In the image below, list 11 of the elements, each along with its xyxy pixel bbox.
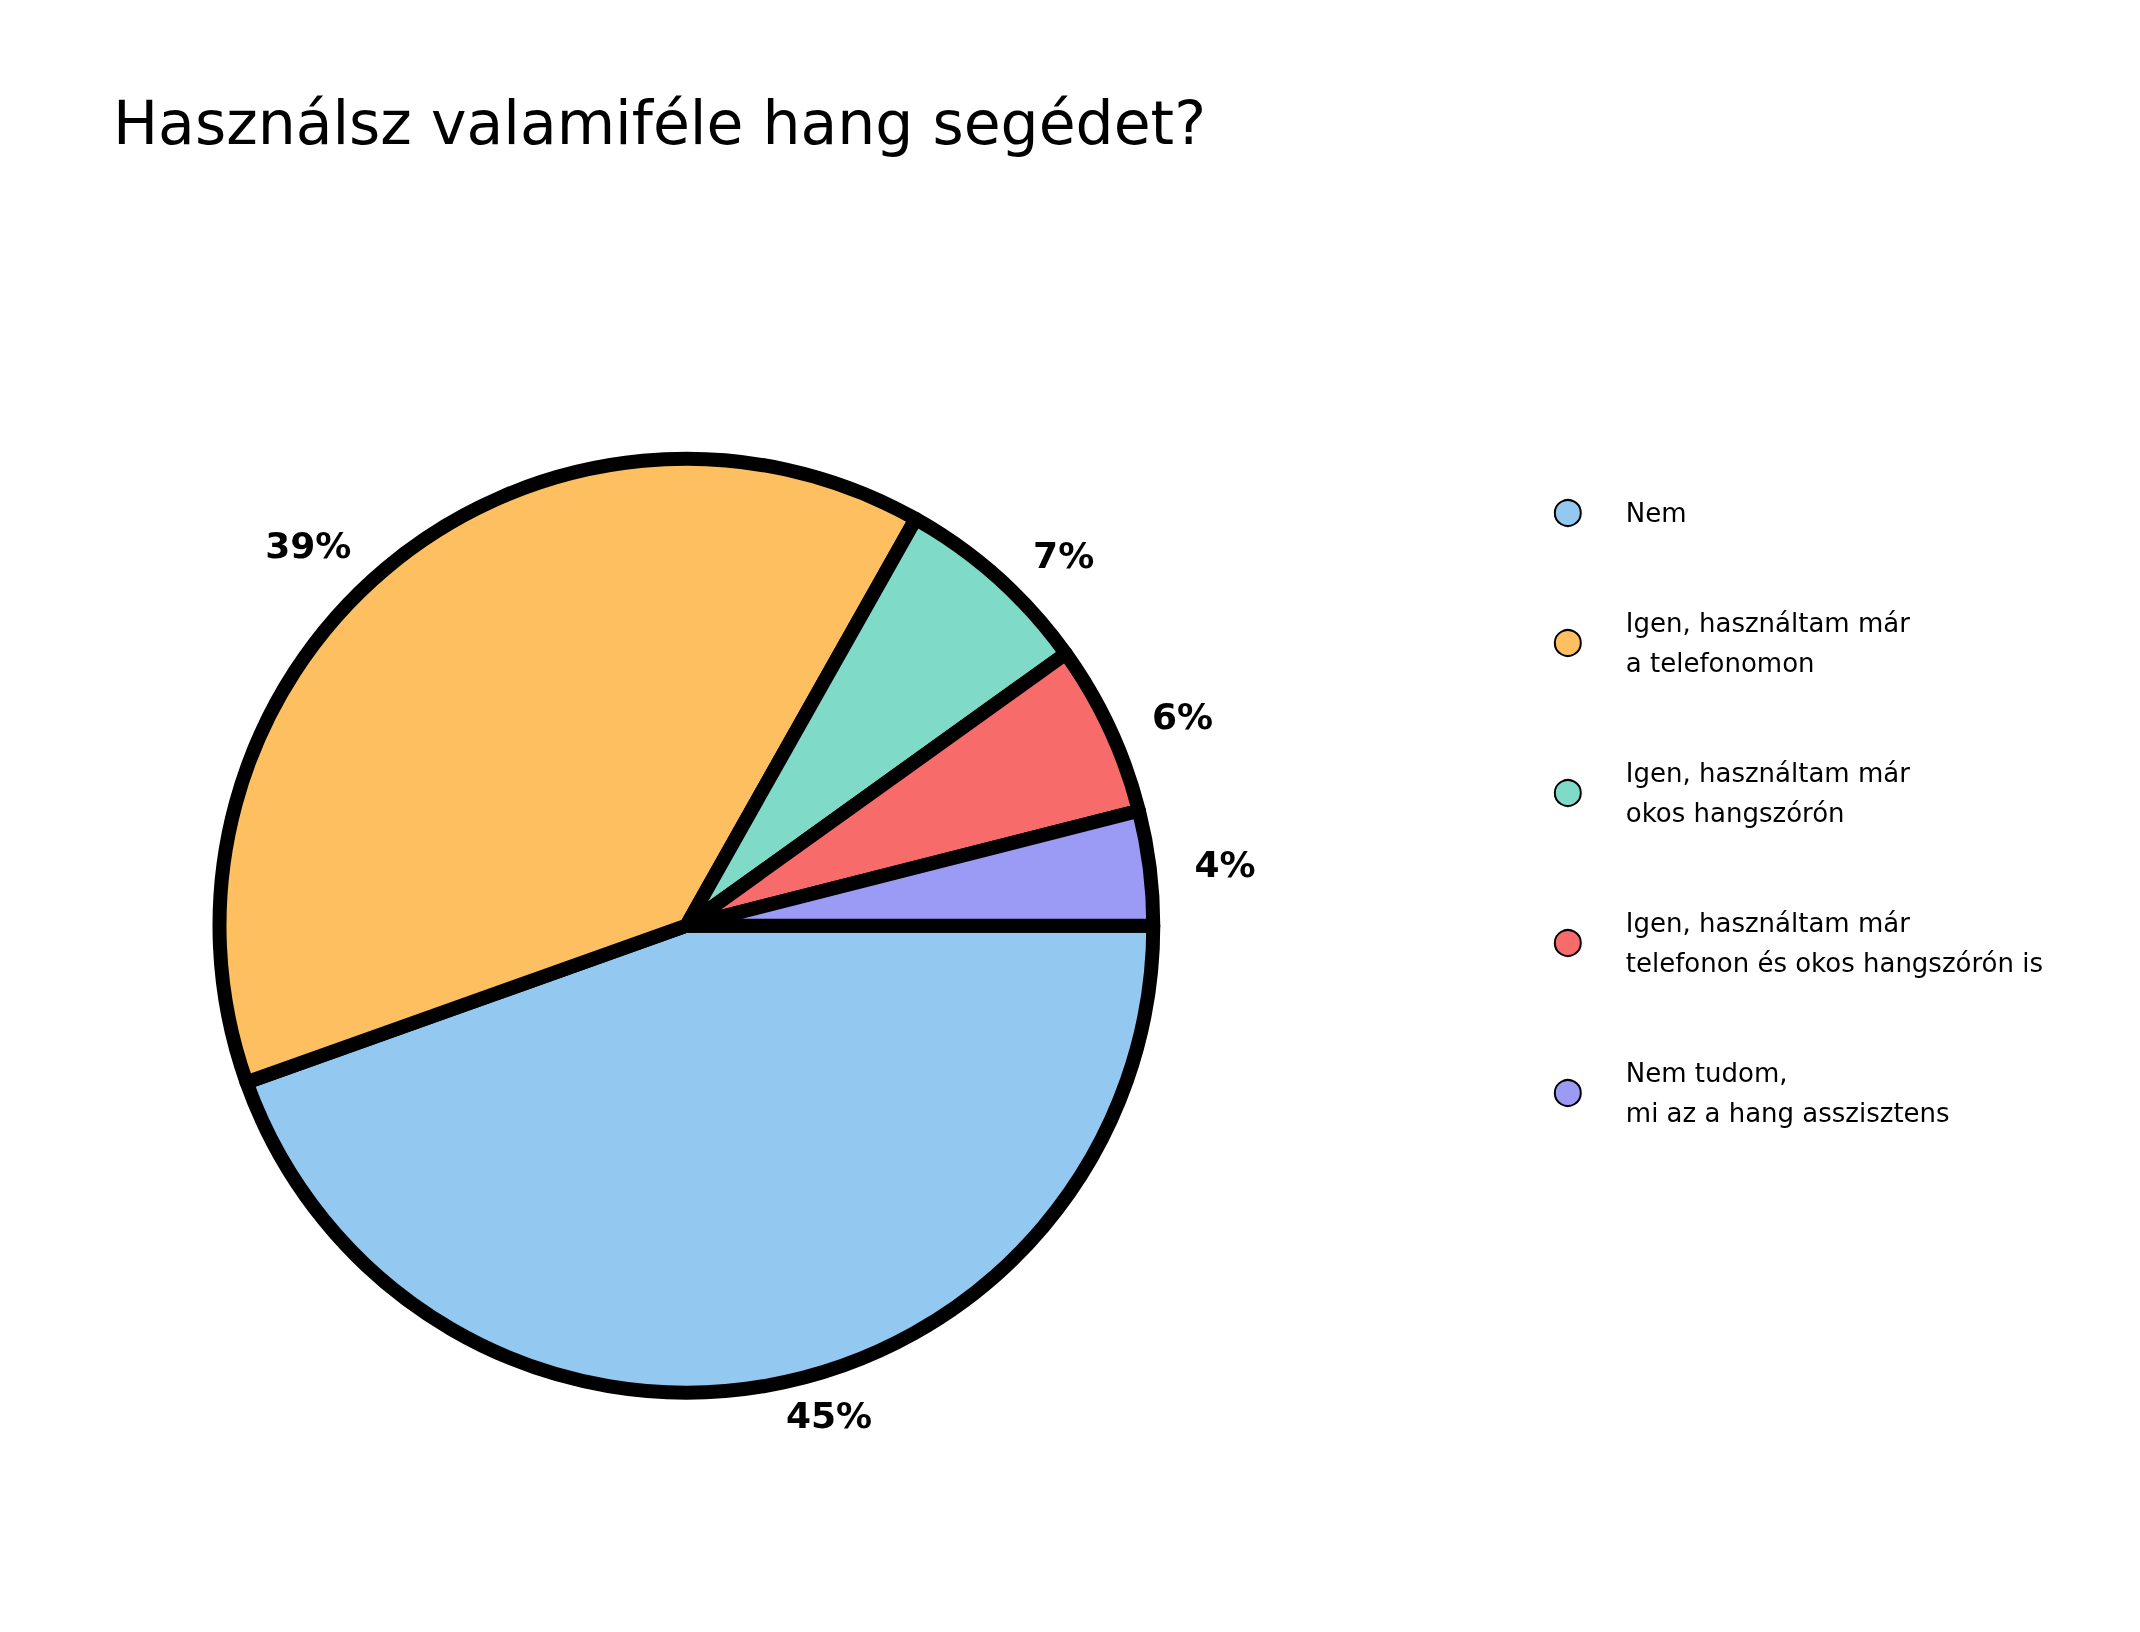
data-label: 6% xyxy=(1151,695,1214,737)
chart-title: Használsz valamiféle hang segédet? xyxy=(113,88,1206,158)
legend-label: Igen, használtam már okos hangszórón xyxy=(1625,758,1911,828)
data-label: 4% xyxy=(1194,843,1256,885)
legend-label: Igen, használtam már telefonon és okos hangszórón is xyxy=(1625,908,2044,978)
legend-label: Nem tudom, mi az a hang asszisztens xyxy=(1625,1058,1950,1128)
legend-label: Igen, használtam már a telefonomon xyxy=(1625,608,1911,678)
legend-label: Nem xyxy=(1625,498,1687,528)
data-label: 39% xyxy=(265,525,352,567)
data-label: 7% xyxy=(1033,535,1095,577)
data-label: 45% xyxy=(785,1394,873,1436)
